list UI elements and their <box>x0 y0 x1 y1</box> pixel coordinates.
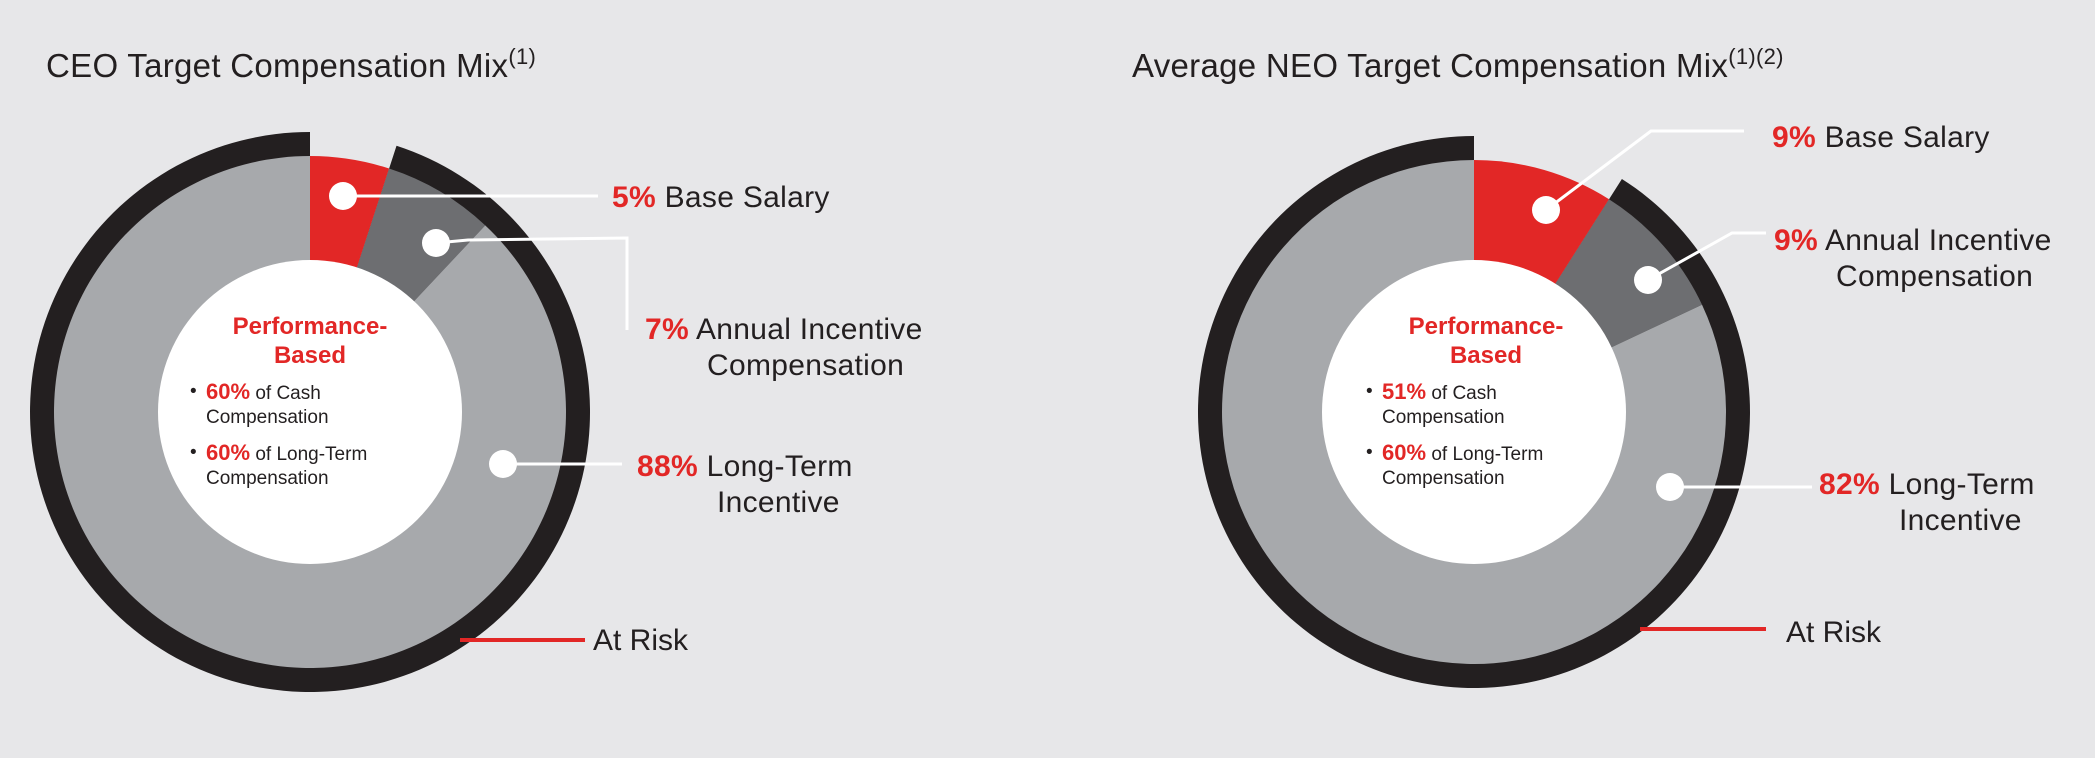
ceo-dot-annual-incentive <box>422 229 450 257</box>
ceo-center-text: Performance-Based 60% of CashCompensatio… <box>190 312 430 502</box>
ceo-legend-base-salary: 5% Base Salary <box>612 181 830 214</box>
neo-dot-annual-incentive <box>1634 266 1662 294</box>
neo-at-risk-label: At Risk <box>1786 616 1882 649</box>
ceo-legend-long-term: 88% Long-Term Incentive <box>637 450 853 519</box>
neo-legend-annual-incentive: 9% Annual Incentive Compensation <box>1774 224 2052 293</box>
neo-center-text: Performance-Based 51% of CashCompensatio… <box>1366 312 1606 502</box>
ceo-chart-panel: CEO Target Compensation Mix(1) Performan… <box>0 0 1047 758</box>
neo-dot-long-term <box>1656 473 1684 501</box>
neo-dot-base-salary <box>1532 196 1560 224</box>
ceo-center-heading: Performance- Based <box>232 313 388 369</box>
ceo-at-risk-label: At Risk <box>593 624 689 657</box>
neo-leader-annual-incentive <box>1647 231 1766 282</box>
ceo-legend-annual-incentive: 7% Annual Incentive Compensation <box>645 313 923 382</box>
ceo-chart-title: CEO Target Compensation Mix(1) <box>46 44 537 84</box>
neo-leader-base-salary <box>1545 129 1744 212</box>
ceo-leader-annual-incentive <box>435 236 629 330</box>
neo-legend-base-salary: 9% Base Salary <box>1772 121 1990 154</box>
neo-legend-long-term: 82% Long-Term Incentive <box>1819 468 2035 537</box>
ceo-dot-long-term <box>489 450 517 478</box>
neo-center-heading: Performance- Based <box>1408 313 1564 369</box>
neo-chart-title: Average NEO Target Compensation Mix(1)(2… <box>1132 44 1784 84</box>
neo-chart-panel: Average NEO Target Compensation Mix(1)(2… <box>1048 0 2095 758</box>
ceo-dot-base-salary <box>329 182 357 210</box>
